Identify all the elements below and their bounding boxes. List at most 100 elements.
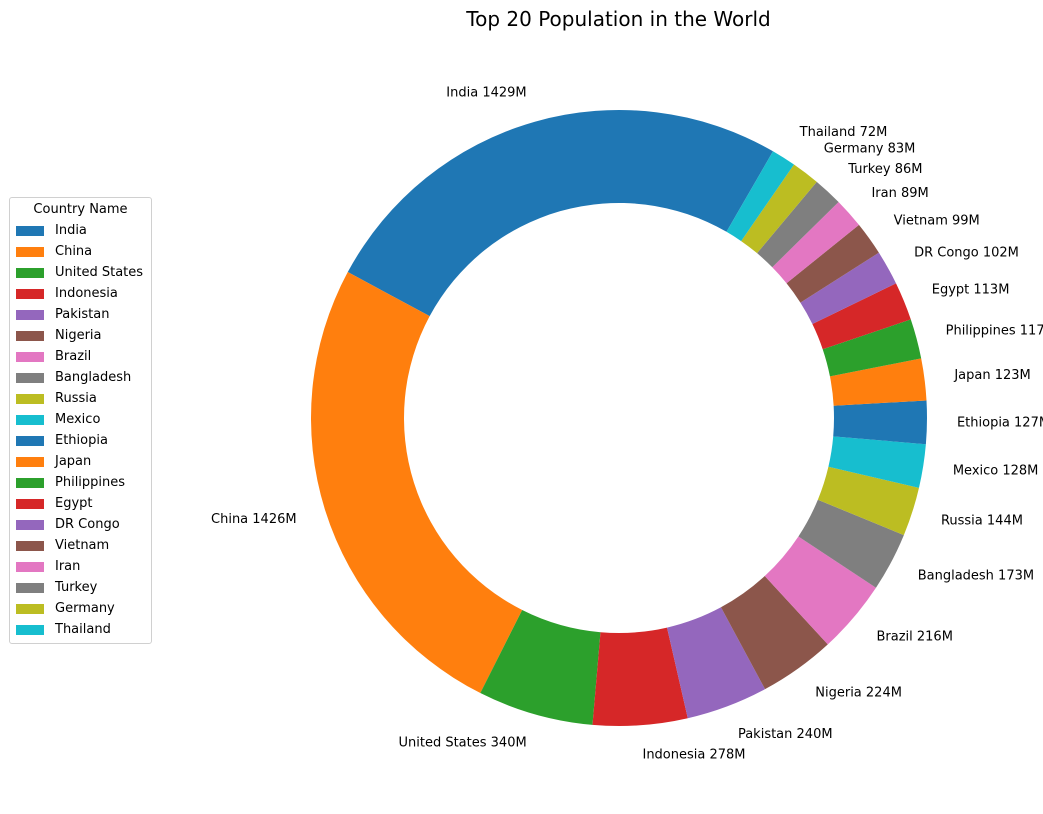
slice-ethiopia: [833, 400, 927, 445]
legend-label: Nigeria: [55, 328, 102, 343]
slice-vietnam: [786, 224, 879, 303]
legend-swatch: [16, 246, 44, 257]
chart-title: Top 20 Population in the World: [466, 7, 771, 31]
legend-label: Iran: [55, 559, 81, 574]
slice-label-dr-congo: DR Congo 102M: [914, 246, 1019, 261]
legend-label: Germany: [55, 601, 115, 616]
slice-labels: India 1429M China 1426M United States 340M…: [211, 85, 1043, 762]
legend-swatch: [16, 561, 44, 572]
legend-item-turkey: Turkey: [16, 577, 145, 598]
slice-nigeria: [720, 576, 828, 690]
legend-swatch: [16, 372, 44, 383]
legend-label: Egypt: [55, 496, 93, 511]
slice-label-bangladesh: Bangladesh 173M: [918, 569, 1034, 584]
slice-pakistan: [667, 607, 766, 719]
slice-russia: [817, 466, 919, 536]
legend-label: DR Congo: [55, 517, 120, 532]
legend-swatch: [16, 519, 44, 530]
legend-swatch: [16, 540, 44, 551]
slice-label-egypt: Egypt 113M: [932, 282, 1010, 297]
legend-item-bangladesh: Bangladesh: [16, 367, 145, 388]
legend: Country Name India China United States Indo…: [9, 197, 152, 644]
legend-item-united-states: United States: [16, 262, 145, 283]
slice-iran: [772, 201, 859, 284]
slice-japan: [829, 358, 927, 406]
legend-item-india: India: [16, 220, 145, 241]
slice-philippines: [822, 319, 922, 377]
legend-item-pakistan: Pakistan: [16, 304, 145, 325]
slice-bangladesh: [798, 499, 904, 588]
legend-swatch: [16, 603, 44, 614]
legend-item-indonesia: Indonesia: [16, 283, 145, 304]
legend-item-ethiopia: Ethiopia: [16, 430, 145, 451]
legend-swatch: [16, 393, 44, 404]
slice-turkey: [757, 181, 839, 268]
slice-label-russia: Russia 144M: [941, 513, 1023, 528]
slice-label-pakistan: Pakistan 240M: [738, 727, 833, 742]
legend-swatch: [16, 582, 44, 593]
legend-swatch: [16, 477, 44, 488]
legend-swatch: [16, 225, 44, 236]
legend-label: Pakistan: [55, 307, 110, 322]
legend-items: India China United States Indonesia Pakistan…: [16, 220, 145, 640]
slice-egypt: [812, 283, 911, 350]
slice-mexico: [828, 436, 926, 488]
slice-china: [310, 272, 523, 694]
legend-item-china: China: [16, 241, 145, 262]
slice-label-india: India 1429M: [446, 85, 526, 100]
legend-item-egypt: Egypt: [16, 493, 145, 514]
slice-thailand: [726, 151, 794, 242]
slice-label-china: China 1426M: [211, 512, 297, 527]
legend-title: Country Name: [33, 202, 128, 217]
legend-label: Indonesia: [55, 286, 118, 301]
legend-label: United States: [55, 265, 144, 280]
slice-label-vietnam: Vietnam 99M: [894, 214, 980, 229]
slice-label-indonesia: Indonesia 278M: [642, 748, 745, 763]
slice-dr-congo: [800, 252, 897, 325]
legend-label: Vietnam: [55, 538, 110, 553]
legend-item-russia: Russia: [16, 388, 145, 409]
legend-item-germany: Germany: [16, 598, 145, 619]
slice-label-germany: Germany 83M: [824, 142, 916, 157]
legend-item-mexico: Mexico: [16, 409, 145, 430]
legend-label: Turkey: [55, 580, 98, 595]
legend-swatch: [16, 288, 44, 299]
legend-item-brazil: Brazil: [16, 346, 145, 367]
slice-label-thailand: Thailand 72M: [799, 125, 888, 140]
legend-label: Thailand: [55, 622, 111, 637]
slice-brazil: [764, 536, 876, 645]
legend-item-iran: Iran: [16, 556, 145, 577]
legend-swatch: [16, 330, 44, 341]
slice-label-nigeria: Nigeria 224M: [815, 686, 902, 701]
legend-label: Ethiopia: [55, 433, 108, 448]
slice-label-iran: Iran 89M: [871, 186, 928, 201]
legend-label: China: [55, 244, 93, 259]
legend-label: Japan: [55, 454, 92, 469]
legend-swatch: [16, 351, 44, 362]
legend-item-vietnam: Vietnam: [16, 535, 145, 556]
slice-united-states: [480, 609, 601, 725]
slice-germany: [741, 164, 817, 254]
legend-item-nigeria: Nigeria: [16, 325, 145, 346]
legend-swatch: [16, 456, 44, 467]
legend-swatch: [16, 309, 44, 320]
slice-label-turkey: Turkey 86M: [847, 162, 922, 177]
legend-item-dr-congo: DR Congo: [16, 514, 145, 535]
legend-swatch: [16, 435, 44, 446]
slice-label-united-states: United States 340M: [398, 736, 526, 751]
legend-swatch: [16, 624, 44, 635]
slice-label-brazil: Brazil 216M: [876, 629, 952, 644]
legend-item-thailand: Thailand: [16, 619, 145, 640]
slice-label-ethiopia: Ethiopia 127M: [957, 415, 1043, 430]
legend-label: Brazil: [55, 349, 92, 364]
legend-label: Mexico: [55, 412, 101, 427]
legend-item-philippines: Philippines: [16, 472, 145, 493]
slice-label-mexico: Mexico 128M: [953, 463, 1039, 478]
donut-slices: [310, 109, 927, 726]
slice-label-philippines: Philippines 117M: [946, 324, 1043, 339]
slice-india: [347, 109, 773, 317]
legend-label: India: [55, 223, 87, 238]
legend-swatch: [16, 414, 44, 425]
slice-indonesia: [592, 627, 688, 726]
